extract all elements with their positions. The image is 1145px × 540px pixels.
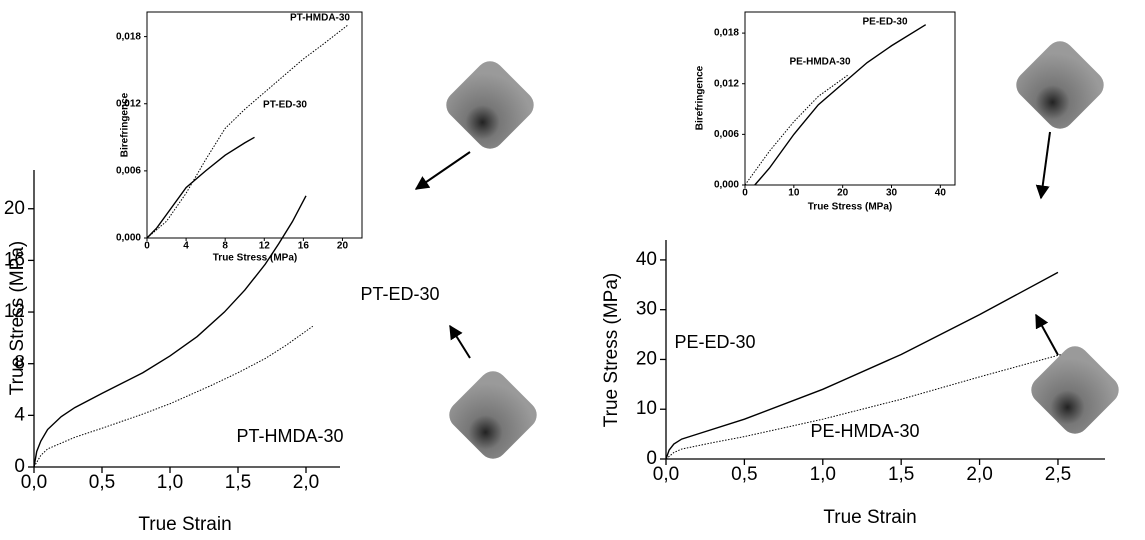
series-line — [146, 136, 255, 239]
plot-frame — [146, 11, 363, 239]
x-tick-label: 16 — [298, 241, 310, 252]
x-tick-label: 8 — [222, 241, 228, 252]
x-tick-label: 10 — [788, 188, 800, 199]
series-label: PE-ED-30 — [862, 17, 907, 28]
x-axis-label: True Stress (MPa) — [213, 253, 297, 264]
micrograph — [446, 61, 534, 149]
micrograph — [1031, 346, 1119, 434]
series-line — [665, 271, 1059, 460]
series-label: PT-HMDA-30 — [236, 426, 343, 446]
micrograph — [1016, 41, 1104, 129]
x-axis-label: True Strain — [138, 514, 231, 535]
y-tick-label: 8 — [14, 353, 25, 374]
x-tick-label: 0,5 — [731, 464, 757, 485]
y-tick-label: 0,012 — [116, 98, 141, 109]
y-tick-label: 10 — [636, 398, 657, 419]
series-line — [33, 325, 314, 468]
y-tick-label: 20 — [4, 198, 25, 219]
x-tick-label: 0,0 — [21, 472, 47, 493]
x-tick-label: 1,5 — [225, 472, 251, 493]
x-tick-label: 1,0 — [157, 472, 183, 493]
y-tick-label: 0,018 — [714, 28, 739, 39]
y-tick-label: 0,018 — [116, 31, 141, 42]
x-tick-label: 2,0 — [293, 472, 319, 493]
y-axis-label: True Stress (MPa) — [601, 273, 622, 428]
series-label: PT-HMDA-30 — [290, 13, 350, 24]
y-tick-label: 0,006 — [116, 166, 141, 177]
arrow — [449, 324, 471, 359]
x-tick-label: 1,0 — [810, 464, 836, 485]
arrows — [414, 131, 1059, 359]
series-line — [754, 24, 927, 186]
y-tick-label: 20 — [636, 348, 657, 369]
chart: 0,0 0,5 1,0 1,5 2,0 2,5 0 10 20 30 40 True Strain Tr… — [601, 240, 1105, 528]
x-tick-label: 2,0 — [966, 464, 992, 485]
series-label: PT-ED-30 — [263, 100, 307, 111]
y-tick-label: 0,000 — [116, 233, 141, 244]
y-axis-label: Birefringence — [695, 65, 706, 130]
arrow — [1035, 313, 1059, 356]
series-label: PE-ED-30 — [674, 332, 755, 352]
series-label: PE-HMDA-30 — [810, 421, 919, 441]
y-tick-label: 0 — [14, 456, 25, 477]
y-tick-label: 0,006 — [714, 129, 739, 140]
micrograph — [449, 371, 537, 459]
arrow — [414, 151, 471, 190]
y-axis-label: True Stress (MPa) — [7, 241, 28, 396]
series-line — [665, 353, 1062, 460]
series-line — [744, 74, 848, 186]
series-line — [33, 195, 307, 468]
x-tick-label: 2,5 — [1045, 464, 1071, 485]
plot-frame — [744, 11, 956, 186]
x-tick-label: 1,5 — [888, 464, 914, 485]
chart: 0 10 20 30 40 0,000 0,006 0,012 0,018 True Stress… — [695, 11, 956, 213]
x-tick-label: 40 — [935, 188, 947, 199]
x-tick-label: 12 — [259, 241, 271, 252]
x-tick-label: 30 — [886, 188, 898, 199]
y-tick-label: 0,012 — [714, 78, 739, 89]
x-tick-label: 20 — [337, 241, 349, 252]
y-tick-label: 16 — [4, 249, 25, 270]
micrographs — [446, 41, 1119, 459]
chart: 0 4 8 12 16 20 0,000 0,006 0,012 0,018 True Stress… — [116, 11, 363, 264]
chart: 0,0 0,5 1,0 1,5 2,0 0 4 8 12 16 20 True Strain True … — [4, 170, 440, 535]
x-axis-label: True Stress (MPa) — [808, 202, 892, 213]
y-axis-label: Birefringence — [120, 92, 131, 157]
x-tick-label: 0,5 — [89, 472, 115, 493]
arrow — [1035, 131, 1051, 200]
y-tick-label: 0 — [646, 448, 657, 469]
x-tick-label: 4 — [183, 241, 189, 252]
x-axis-label: True Strain — [823, 507, 916, 528]
x-tick-label: 20 — [837, 188, 849, 199]
y-tick-label: 0,000 — [714, 180, 739, 191]
y-tick-label: 40 — [636, 249, 657, 270]
y-tick-label: 4 — [14, 404, 25, 425]
y-tick-label: 12 — [4, 301, 25, 322]
y-tick-label: 30 — [636, 299, 657, 320]
x-tick-label: 0 — [742, 188, 748, 199]
x-tick-label: 0,0 — [653, 464, 679, 485]
series-label: PE-HMDA-30 — [789, 57, 851, 68]
series-line — [146, 25, 348, 239]
series-label: PT-ED-30 — [360, 284, 439, 304]
x-tick-label: 0 — [144, 241, 150, 252]
